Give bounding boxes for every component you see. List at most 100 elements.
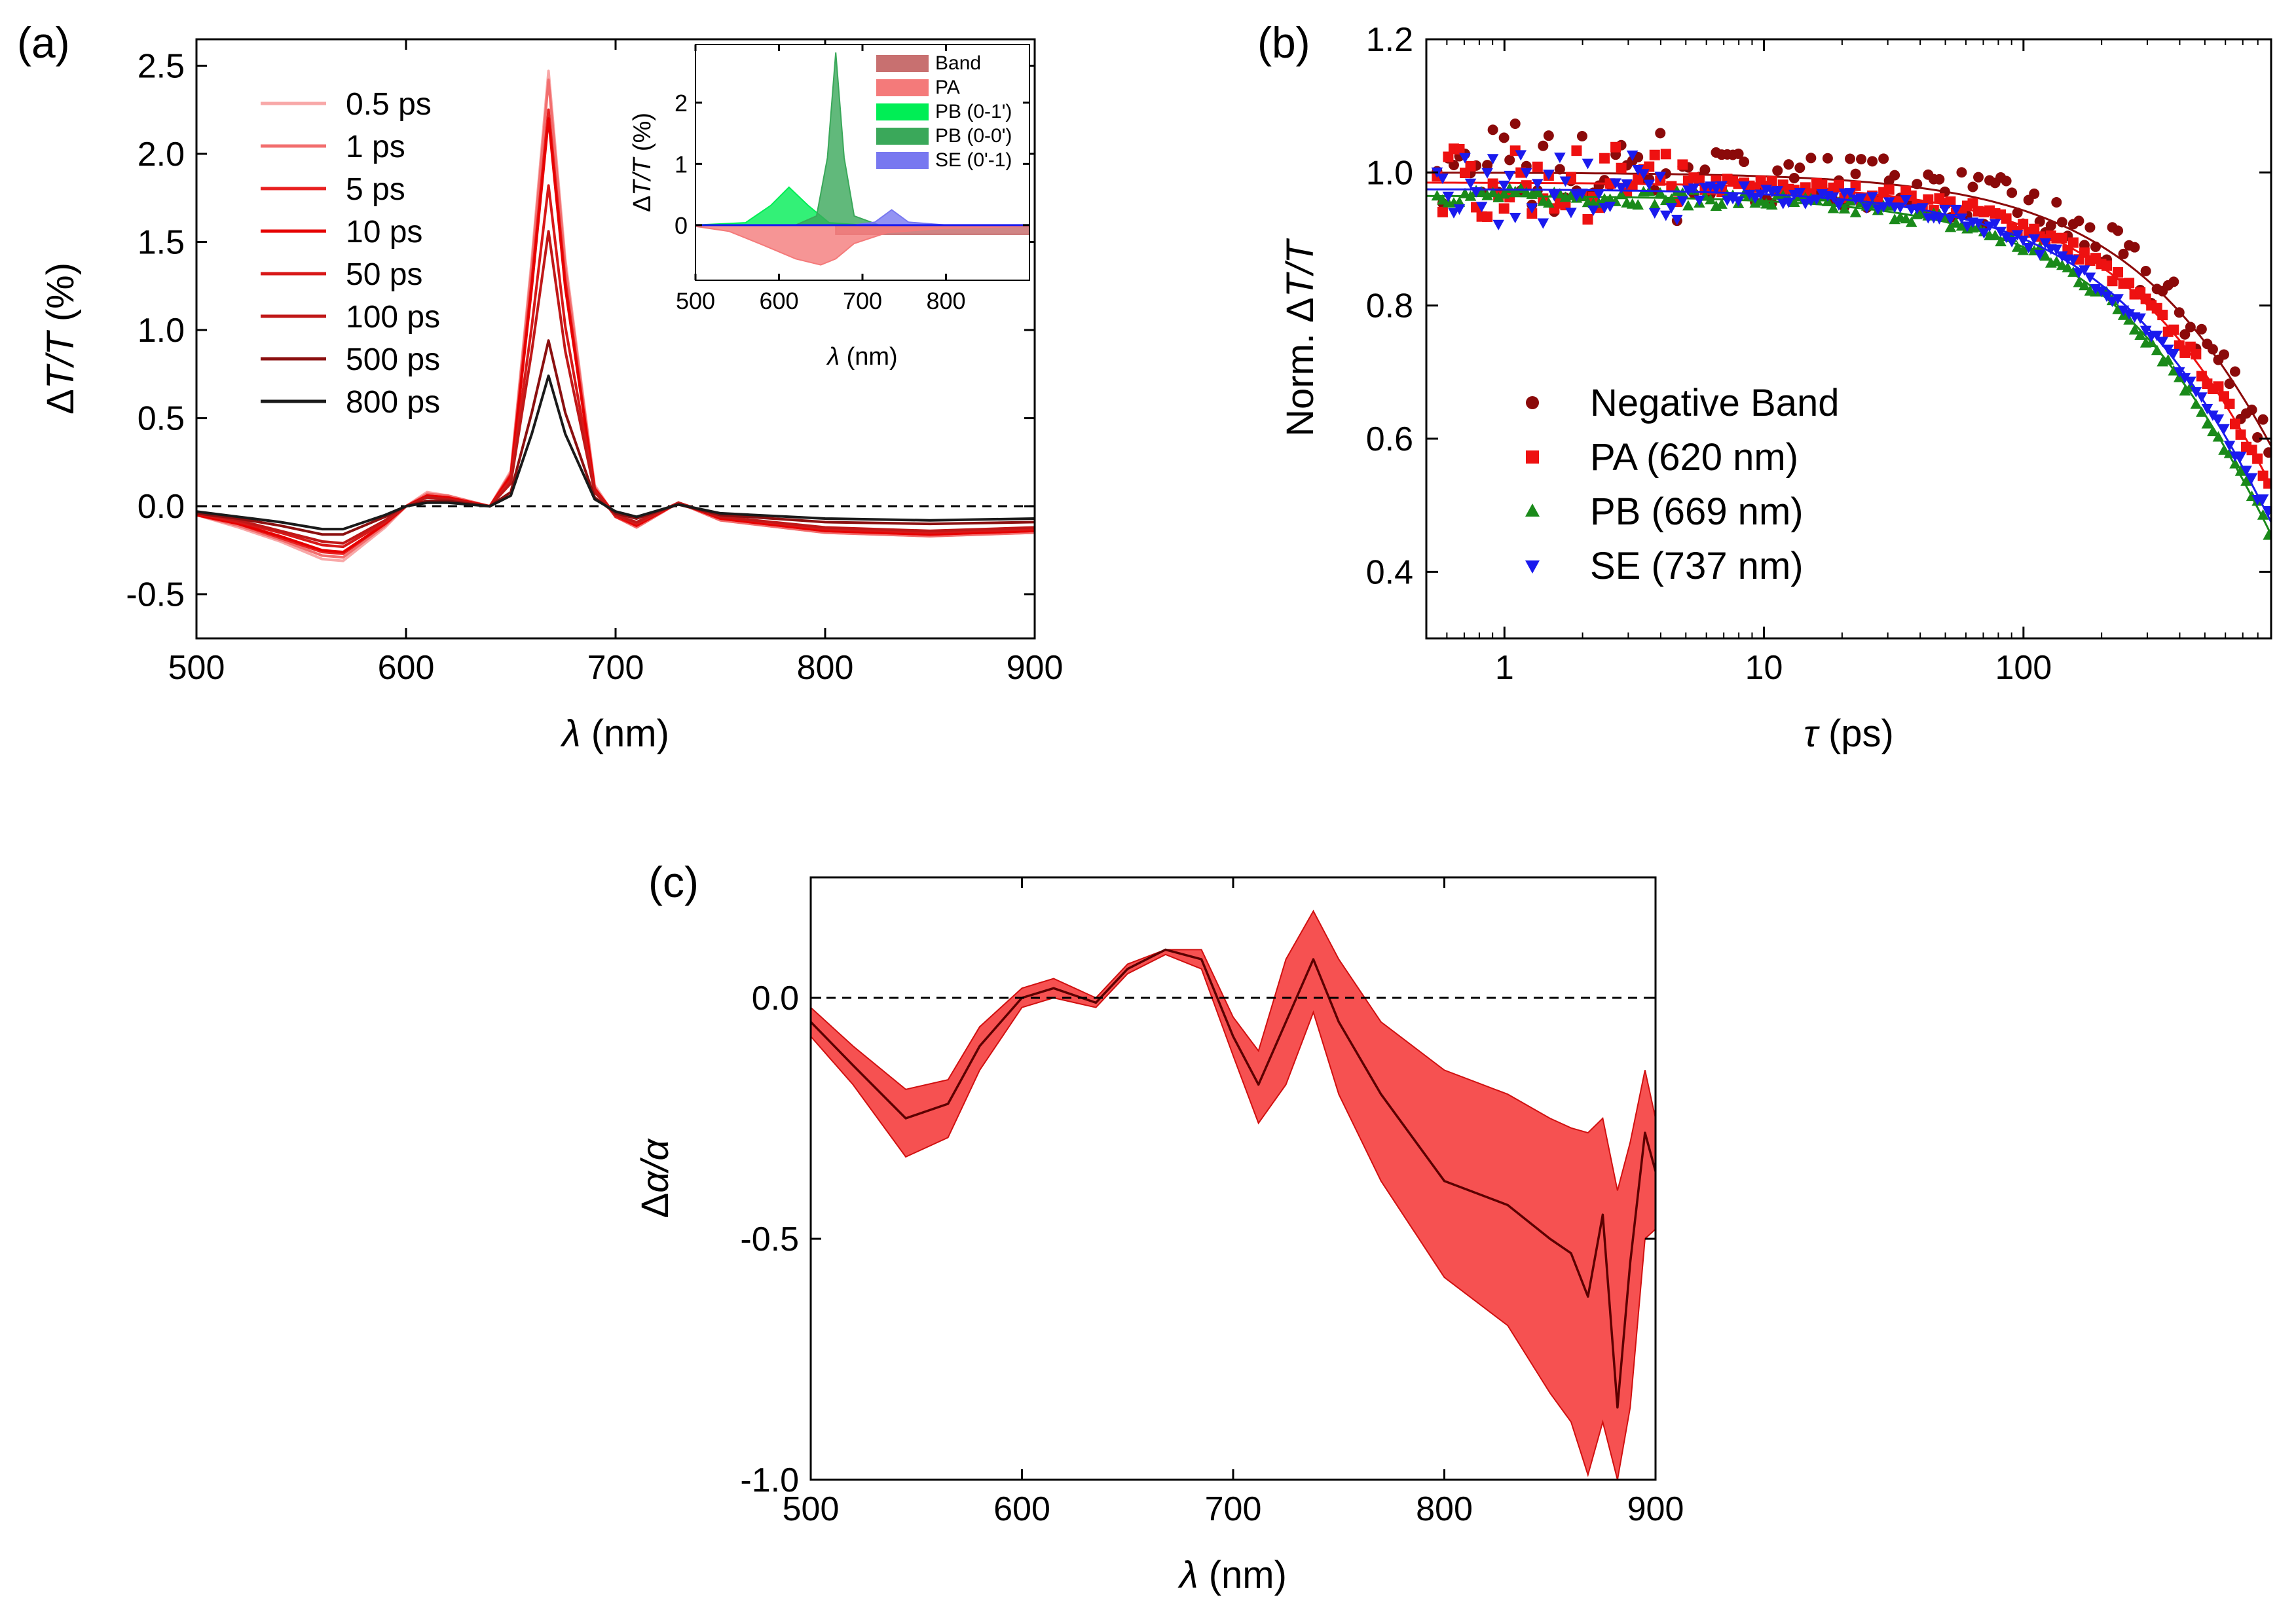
data-point: [2212, 414, 2225, 425]
data-point: [1509, 118, 1521, 129]
inset-legend-swatch: [876, 103, 929, 120]
data-point: [2050, 244, 2063, 255]
data-point: [1694, 195, 1705, 206]
data-point: [2007, 187, 2018, 198]
data-point: [1648, 198, 1661, 210]
data-point: [1916, 203, 1929, 214]
panel-c-xtick-label: 900: [1627, 1490, 1684, 1528]
data-point: [2001, 175, 2012, 187]
legend-label: 10 ps: [346, 215, 422, 249]
data-point: [1610, 141, 1621, 153]
data-point: [1771, 186, 1784, 197]
inset-ytick-label: 1: [675, 151, 688, 177]
data-point: [1509, 212, 1521, 223]
data-point: [1531, 179, 1544, 190]
panel-a-ytick-label: 0.5: [138, 400, 185, 438]
data-point: [2067, 255, 2079, 266]
data-point: [2045, 220, 2056, 231]
panel-c-label: (c): [648, 858, 699, 906]
data-point: [2168, 276, 2179, 287]
data-point: [2218, 349, 2229, 360]
legend-label: 1 ps: [346, 130, 405, 164]
data-point: [2179, 385, 2191, 396]
data-point: [1716, 181, 1728, 192]
data-point: [2062, 261, 2074, 272]
data-point: [1649, 149, 1660, 160]
panel-b-xtick-label: 1: [1495, 649, 1514, 687]
panel-a-xtick-label: 600: [378, 649, 435, 687]
data-point: [2157, 337, 2169, 348]
data-point: [1648, 208, 1661, 219]
data-point: [2257, 494, 2269, 505]
data-point: [1995, 236, 2007, 247]
inset-xlabel: λ (nm): [826, 343, 897, 371]
data-point: [1543, 170, 1555, 181]
data-point: [1487, 154, 1499, 165]
data-point: [2084, 222, 2096, 233]
data-point: [1576, 189, 1588, 200]
legend-label: Negative Band: [1590, 382, 1839, 424]
data-point: [1543, 197, 1555, 208]
data-point: [1482, 211, 1493, 222]
panel-a-ticks: 500 600 700 800 900 -0.5 0.0 0.5 1.0 1.5 2.0 2.5: [126, 39, 1063, 687]
data-point: [1537, 218, 1549, 229]
panel-a-xtick-label: 800: [797, 649, 854, 687]
data-point: [1593, 189, 1605, 200]
data-point: [2134, 329, 2146, 340]
data-point: [2230, 366, 2241, 377]
panel-b-plot: [1426, 118, 2271, 540]
panel-b-xtick-label: 10: [1745, 649, 1783, 687]
data-point: [1465, 160, 1476, 172]
data-point: [1448, 159, 1459, 170]
data-point: [1817, 179, 1828, 191]
data-point: [1498, 132, 1509, 143]
data-point: [1504, 170, 1515, 181]
series-points-0: [1432, 118, 2271, 458]
data-point: [2207, 344, 2218, 355]
series-points-1: [1432, 141, 2271, 489]
data-point: [1543, 130, 1554, 141]
data-point: [1900, 213, 1912, 224]
data-point: [1582, 213, 1593, 225]
panel-c-plot: [811, 909, 1656, 1480]
data-point: [2157, 310, 2168, 321]
inset-legend-swatch: [876, 79, 929, 96]
data-point: [1565, 208, 1577, 219]
panel-a-inset: 500 600 700 800 0 1 2 λ (nm) ΔT/T (%) Band PA PB…: [629, 44, 1030, 371]
series-line-800ps: [196, 375, 1035, 531]
panel-a-xtick-label: 900: [1007, 649, 1064, 687]
data-point: [2229, 458, 2241, 469]
data-point: [1822, 153, 1833, 164]
data-point: [1883, 184, 1895, 195]
data-point: [2067, 237, 2079, 248]
data-point: [2000, 232, 2012, 244]
data-point: [1905, 216, 1917, 227]
data-point: [1889, 170, 1900, 181]
data-point: [1743, 189, 1756, 200]
data-point: [2079, 247, 2090, 258]
data-point: [1788, 196, 1800, 207]
data-point: [1732, 196, 1745, 207]
data-point: [2039, 238, 2052, 249]
data-point: [1677, 159, 1688, 170]
data-point: [1437, 206, 1448, 217]
data-point: [1878, 153, 1889, 164]
data-point: [1845, 153, 1856, 164]
data-point: [1554, 153, 1566, 164]
data-point: [2011, 230, 2024, 241]
data-point: [1956, 167, 1967, 178]
data-point: [1599, 153, 1610, 164]
data-point: [1933, 213, 1946, 225]
legend-label: 500 ps: [346, 342, 440, 377]
data-point: [2257, 414, 2268, 425]
data-point: [1772, 165, 1783, 176]
data-point: [1671, 215, 1683, 226]
data-point: [2185, 321, 2196, 333]
data-point: [2079, 280, 2090, 291]
data-point: [1833, 179, 1844, 191]
legend-label: 0.5 ps: [346, 87, 432, 122]
inset-xtick-label: 500: [676, 287, 715, 314]
data-point: [1520, 168, 1532, 179]
legend-label: PA (620 nm): [1590, 436, 1798, 479]
legend-marker: [1525, 504, 1540, 517]
